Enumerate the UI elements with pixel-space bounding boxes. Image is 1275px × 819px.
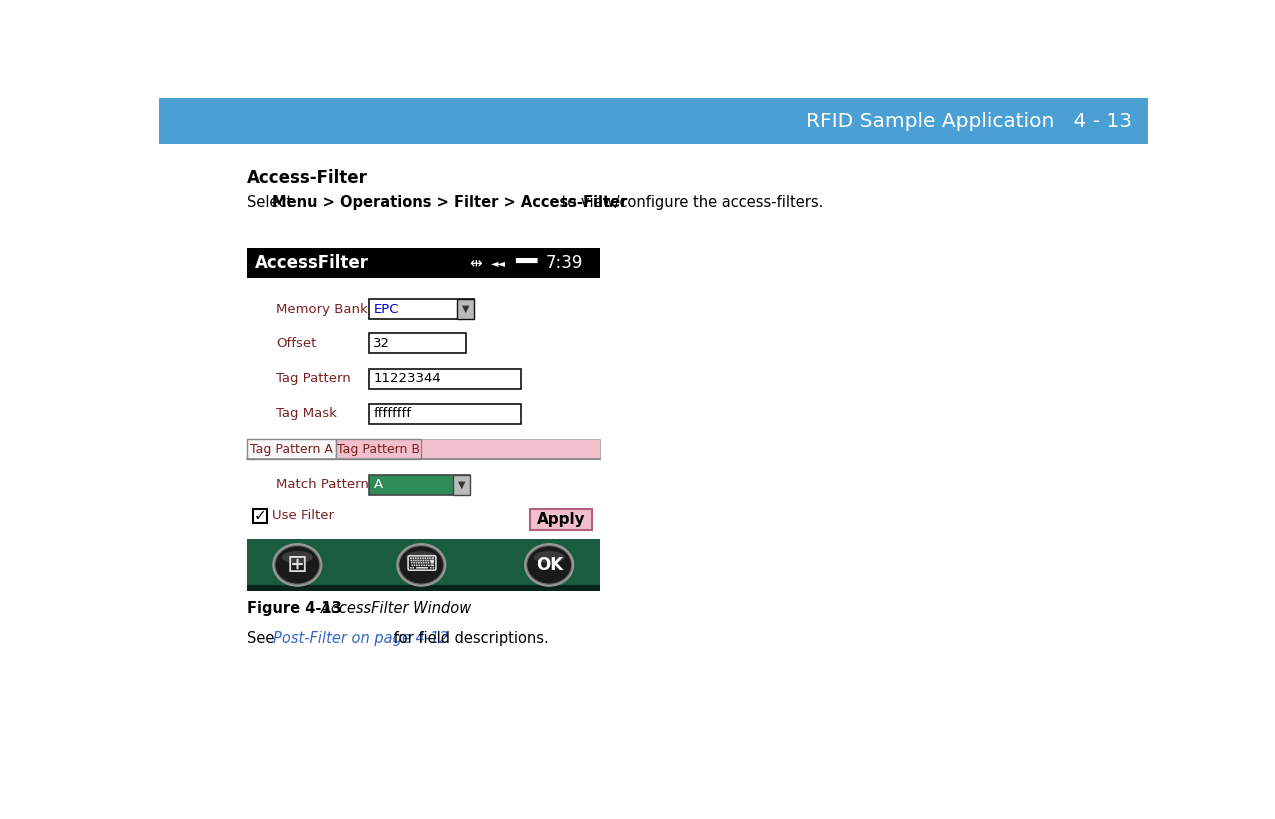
Text: ▼: ▼: [462, 305, 469, 314]
Text: Select: Select: [247, 195, 297, 210]
Text: ◄◄: ◄◄: [491, 258, 506, 268]
Text: 32: 32: [374, 337, 390, 350]
Text: Match Pattern: Match Pattern: [277, 478, 370, 491]
Text: 7:39: 7:39: [546, 254, 584, 272]
Bar: [247, 585, 599, 591]
Text: Apply: Apply: [537, 512, 585, 527]
Text: ⊞: ⊞: [287, 553, 307, 577]
Bar: [530, 509, 592, 530]
Text: Figure 4-13: Figure 4-13: [247, 600, 342, 616]
Text: ▼: ▼: [458, 480, 465, 490]
Text: Tag Mask: Tag Mask: [277, 408, 338, 420]
Text: ⌨: ⌨: [405, 555, 437, 575]
Text: Tag Pattern B: Tag Pattern B: [337, 443, 421, 456]
Text: ⇹: ⇹: [469, 256, 482, 270]
Bar: [453, 475, 470, 495]
Bar: [254, 509, 266, 523]
Text: RFID Sample Application   4 - 13: RFID Sample Application 4 - 13: [806, 112, 1132, 131]
Text: Post-Filter on page 4-12: Post-Filter on page 4-12: [273, 631, 448, 646]
Text: ffffffff: ffffffff: [374, 408, 412, 420]
Text: Use Filter: Use Filter: [272, 509, 334, 523]
Bar: [247, 539, 599, 591]
Ellipse shape: [525, 544, 574, 586]
Text: AccessFilter Window: AccessFilter Window: [307, 600, 472, 616]
Ellipse shape: [273, 544, 321, 586]
Text: ✓: ✓: [254, 508, 266, 523]
Text: See: See: [247, 631, 279, 646]
Text: A: A: [374, 478, 384, 491]
Text: to view/configure the access-filters.: to view/configure the access-filters.: [557, 195, 824, 210]
Bar: [370, 333, 467, 353]
Text: ▀▀▀: ▀▀▀: [515, 258, 537, 268]
Ellipse shape: [534, 551, 565, 563]
Text: Access-Filter: Access-Filter: [247, 169, 367, 187]
Bar: [370, 299, 474, 319]
Text: OK: OK: [536, 556, 562, 574]
Text: for field descriptions.: for field descriptions.: [389, 631, 548, 646]
Text: Menu > Operations > Filter > Access-Filter: Menu > Operations > Filter > Access-Filt…: [272, 195, 627, 210]
Text: Tag Pattern: Tag Pattern: [277, 372, 351, 385]
Bar: [370, 404, 520, 424]
Bar: [159, 98, 1148, 144]
Text: EPC: EPC: [374, 303, 399, 316]
Text: Offset: Offset: [277, 337, 316, 350]
Bar: [247, 439, 337, 459]
Bar: [370, 475, 470, 495]
Text: Memory Bank: Memory Bank: [277, 303, 368, 316]
Text: Tag Pattern A: Tag Pattern A: [250, 443, 333, 456]
Bar: [337, 439, 421, 459]
Ellipse shape: [282, 551, 312, 563]
Text: 11223344: 11223344: [374, 372, 441, 385]
Bar: [247, 248, 599, 278]
Bar: [456, 299, 474, 319]
Ellipse shape: [398, 544, 445, 586]
Bar: [247, 278, 599, 539]
Ellipse shape: [405, 551, 437, 563]
Bar: [421, 439, 599, 459]
Text: AccessFilter: AccessFilter: [255, 254, 368, 272]
Bar: [370, 369, 520, 388]
